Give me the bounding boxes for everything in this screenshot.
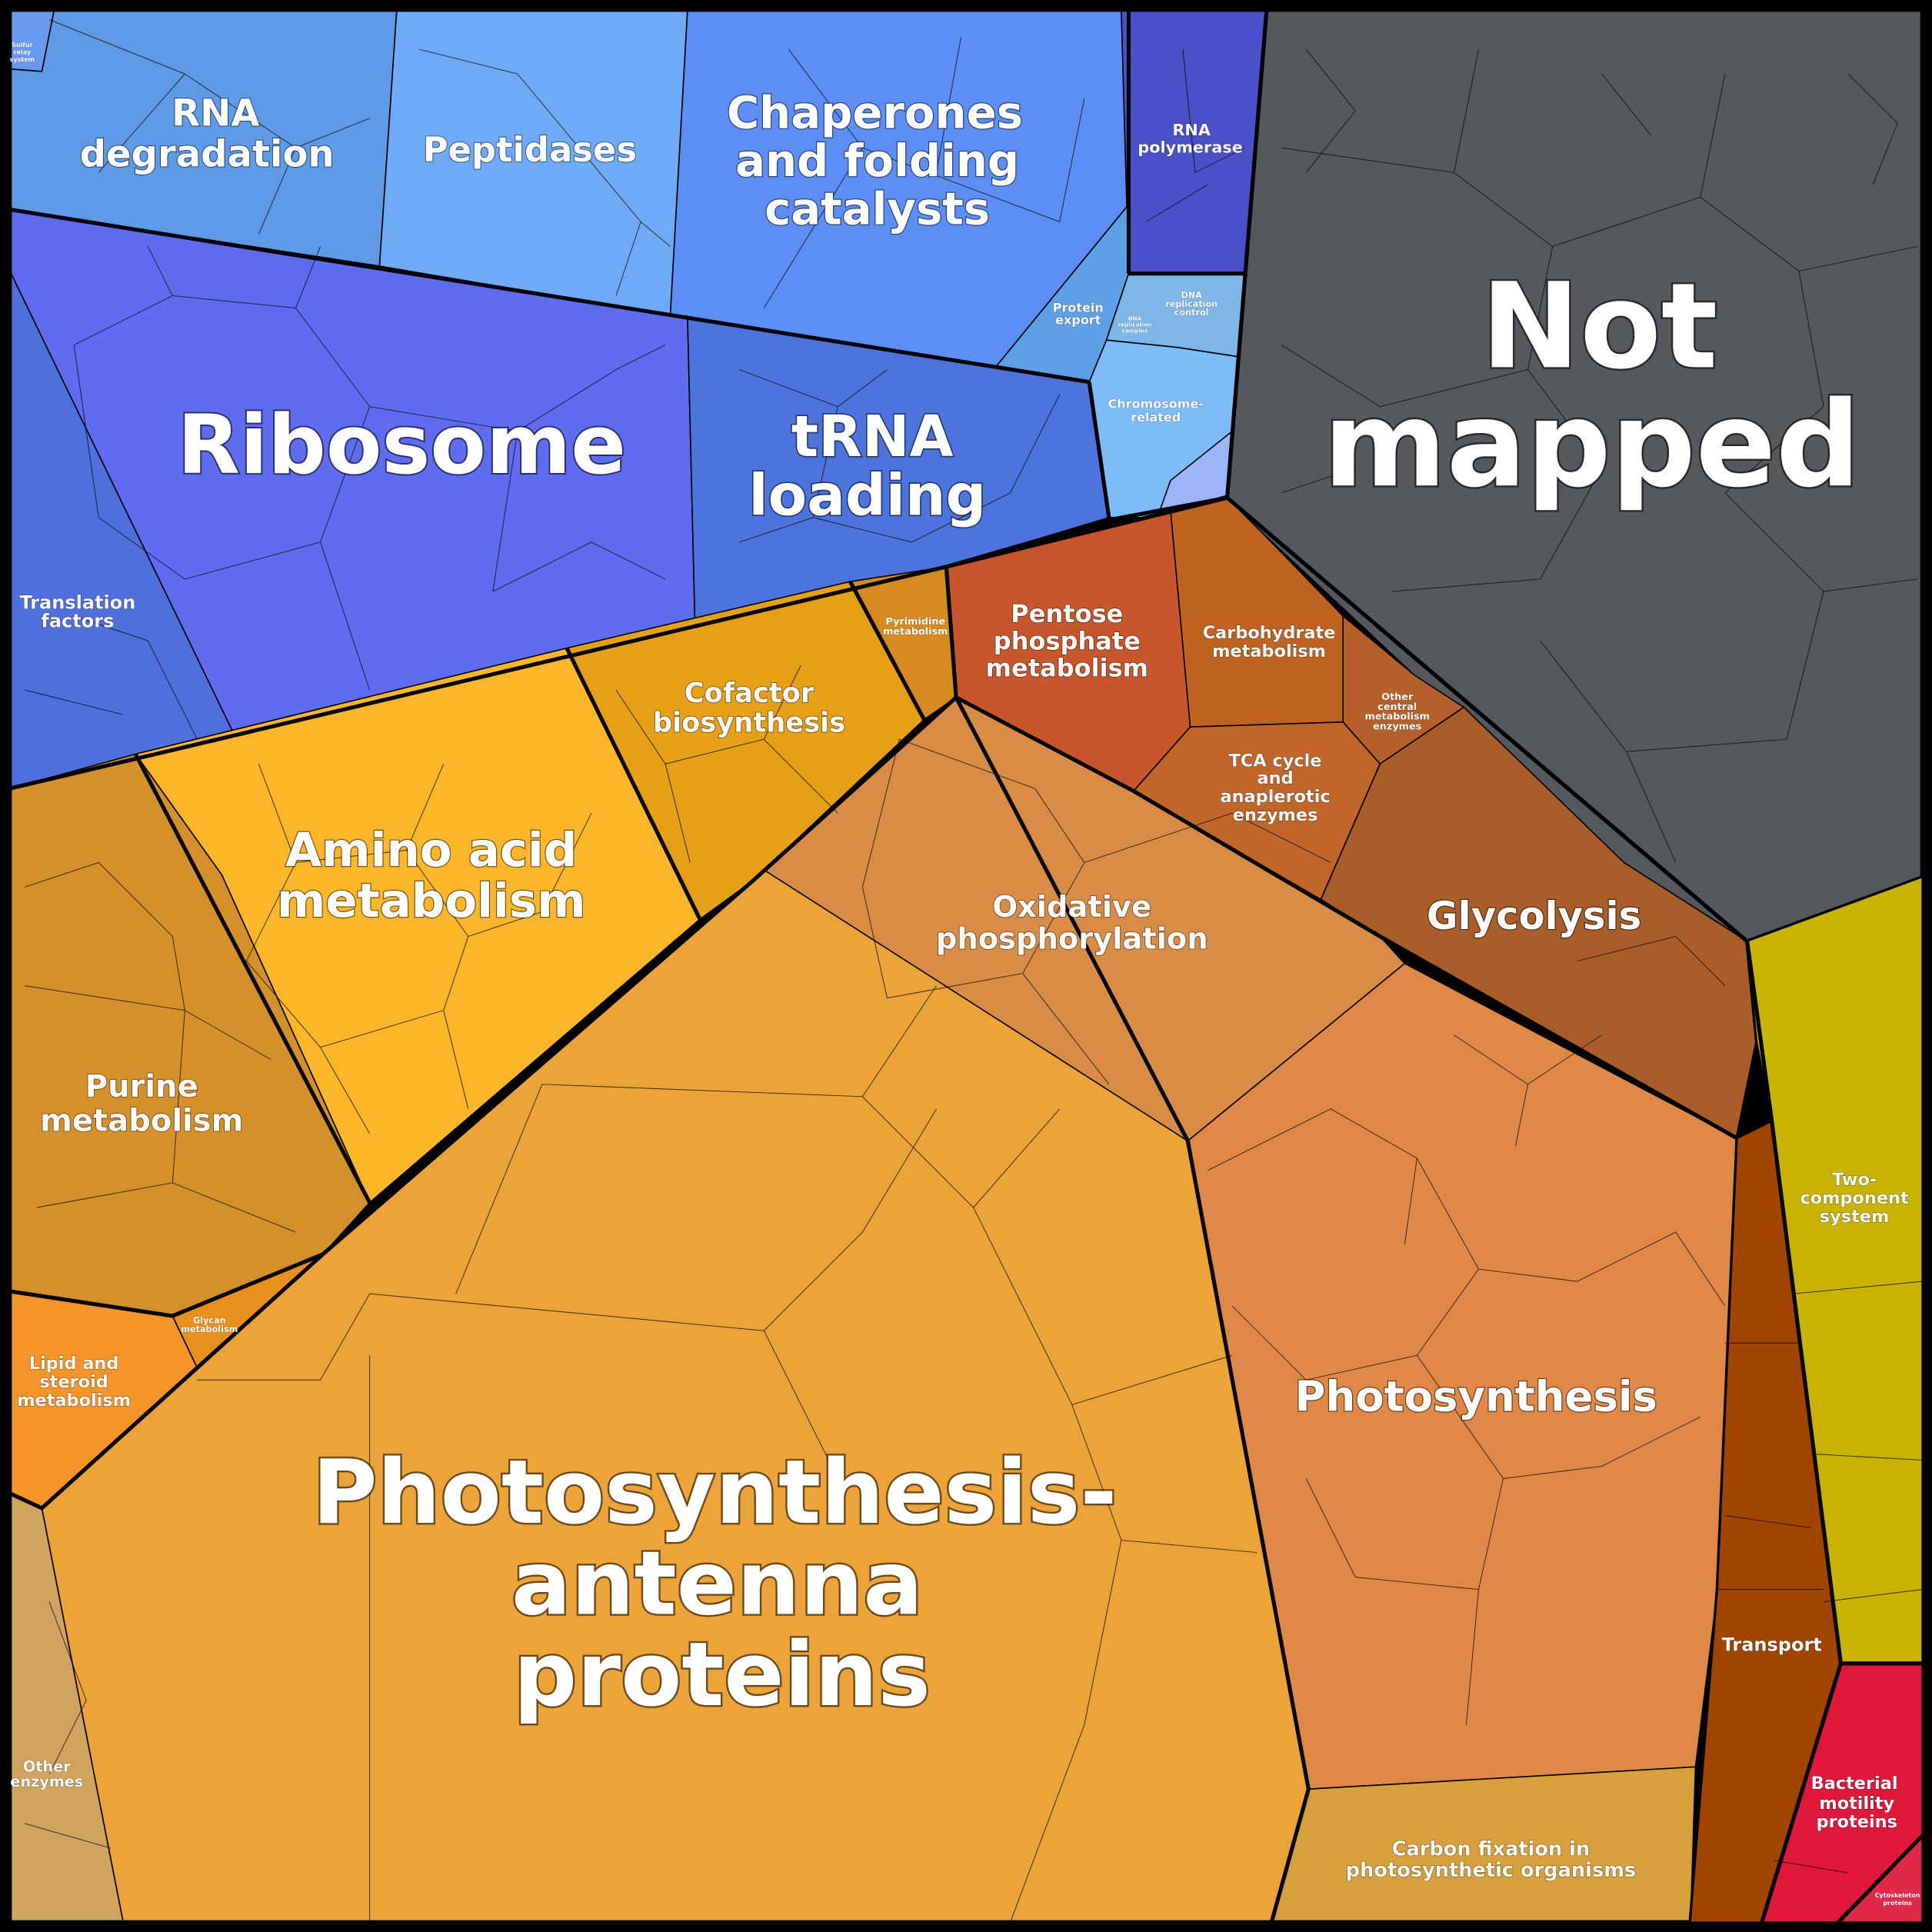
label-pyr-1: Pyrimidine [885, 616, 945, 628]
label-translation-factors-2: factors [41, 610, 114, 631]
border-aa-cofactor [565, 647, 702, 921]
label-trna-2: loading [748, 464, 986, 529]
label-chromosome-2: related [1131, 410, 1181, 425]
label-ppp-3: metabolism [986, 654, 1148, 683]
label-ps-antenna-2: antenna [511, 1533, 923, 1636]
subcell-lines-right [1715, 1281, 1923, 1874]
label-sulfur-3: system [10, 56, 35, 63]
label-not-mapped-2: mapped [1324, 376, 1861, 514]
label-carb-2: metabolism [1212, 641, 1326, 661]
border-chromosome [1087, 381, 1111, 518]
label-purine-1: Purine [85, 1069, 198, 1104]
labels: Not mapped Photosynthesis- antenna prote… [10, 42, 1921, 1907]
group-environmental [1690, 876, 1924, 1924]
label-cytoskeleton-2: proteins [1883, 1900, 1912, 1907]
label-dna-rep-complex-3: complex [1122, 328, 1148, 335]
label-dna-rep-complex-2: replication [1118, 321, 1152, 328]
label-glycan-1: Glycan [193, 1316, 226, 1326]
label-not-mapped-1: Not [1481, 258, 1718, 395]
label-purine-2: metabolism [40, 1104, 243, 1139]
label-rna-degradation-1: RNA [172, 92, 259, 135]
label-chromosome-1: Chromosome- [1108, 396, 1203, 411]
label-dna-rep-control-3: control [1174, 308, 1209, 318]
label-motility-2: motility [1819, 1794, 1894, 1814]
label-ppp-2: phosphate [994, 626, 1141, 655]
label-cof-1: Cofactor [685, 678, 814, 709]
label-aa-1: Amino acid [285, 823, 577, 878]
border-aa-purine [133, 753, 371, 1204]
label-cfix-1: Carbon fixation in [1392, 1838, 1591, 1861]
label-protein-export-1: Protein [1053, 300, 1104, 315]
label-tca-1: TCA cycle [1229, 751, 1322, 771]
label-ocm-1: Other [1381, 691, 1414, 703]
label-two-component-2: component [1800, 1188, 1909, 1208]
label-dna-rep-control-2: replication [1165, 299, 1217, 309]
label-motility-1: Bacterial [1811, 1774, 1898, 1794]
label-ps-antenna-3: proteins [514, 1624, 931, 1727]
label-glycan-2: metabolism [181, 1324, 238, 1334]
label-tca-4: enzymes [1233, 805, 1318, 825]
label-photosynthesis: Photosynthesis [1295, 1371, 1657, 1421]
border-antenna-right [954, 696, 1311, 1923]
label-aa-2: metabolism [277, 874, 586, 928]
label-cytoskeleton-1: Cytoskeleton [1875, 1892, 1920, 1899]
label-tca-3: anaplerotic [1220, 787, 1330, 807]
group-metabolism [8, 495, 1760, 1924]
label-transport: Transport [1722, 1634, 1822, 1656]
border-cofactor-pyr [848, 580, 926, 721]
label-two-component-1: Two- [1832, 1170, 1877, 1190]
border-cytoskeleton [1837, 1834, 1924, 1924]
label-tca-2: and [1257, 768, 1294, 788]
label-chaperones-2: and folding [735, 135, 1019, 187]
label-oxphos-1: Oxidative [992, 890, 1151, 924]
label-dna-rep-complex-1: DNA [1128, 315, 1142, 322]
label-other-enzymes-1: Other [23, 1758, 71, 1776]
label-rna-polymerase-2: polymerase [1138, 138, 1243, 157]
border-ribosome-top [9, 207, 1090, 385]
subcell-lines-gray [1281, 48, 1917, 863]
label-lipid-3: metabolism [17, 1391, 131, 1411]
border-transport [1745, 941, 1844, 1923]
label-trna-1: tRNA [791, 405, 954, 470]
subcell-lines-orange [24, 665, 1726, 1923]
label-ocm-4: enzymes [1373, 721, 1422, 732]
label-translation-factors-1: Translation [19, 591, 135, 613]
label-other-enzymes-2: enzymes [10, 1773, 83, 1790]
subcell-lines-blue [24, 19, 1245, 740]
label-ocm-2: central [1377, 701, 1417, 713]
label-sulfur-2: relay [14, 48, 32, 55]
label-ppp-1: Pentose [1011, 599, 1123, 628]
label-sulfur-1: Sulfur [12, 42, 32, 48]
label-motility-3: proteins [1817, 1812, 1897, 1832]
border-oxphos [944, 566, 1739, 1141]
label-lipid-2: steroid [39, 1372, 108, 1392]
label-chaperones-3: catalysts [764, 183, 990, 235]
label-protein-export-2: export [1055, 312, 1101, 327]
label-oxphos-2: phosphorylation [936, 922, 1208, 957]
label-carb-1: Carbohydrate [1203, 623, 1336, 643]
label-dna-rep-control-1: DNA [1181, 291, 1202, 301]
label-rna-polymerase-1: RNA [1172, 121, 1211, 139]
label-cof-2: biosynthesis [653, 708, 845, 739]
label-chaperones-1: Chaperones [727, 87, 1023, 139]
label-ocm-3: metabolism [1364, 711, 1429, 723]
label-peptidases: Peptidases [423, 129, 637, 170]
label-ribosome: Ribosome [178, 398, 626, 492]
label-two-component-3: system [1820, 1207, 1890, 1227]
label-pyr-2: metabolism [883, 626, 948, 638]
label-lipid-1: Lipid and [29, 1354, 119, 1374]
label-rna-degradation-2: degradation [80, 132, 335, 175]
label-ps-antenna-1: Photosynthesis- [312, 1441, 1117, 1544]
border-purine-lipid [9, 1252, 324, 1318]
label-glycolysis: Glycolysis [1427, 894, 1641, 938]
label-cfix-2: photosynthetic organisms [1346, 1859, 1636, 1882]
